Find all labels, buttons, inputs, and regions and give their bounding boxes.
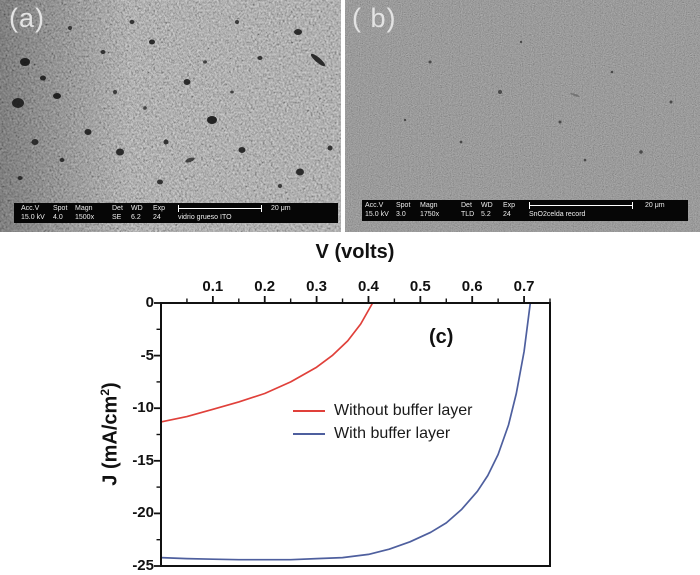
- databar-value: 5.2: [481, 211, 491, 218]
- legend-label: Without buffer layer: [334, 401, 473, 419]
- databar-sample-name: vidrio grueso ITO: [178, 214, 232, 221]
- sem-b-grain: [345, 0, 700, 232]
- chart-legend: Without buffer layer With buffer layer: [293, 399, 472, 445]
- y-axis-title: J (mA/cm2): [98, 334, 124, 534]
- databar-value: 6.2: [131, 214, 141, 221]
- x-tick-label: 0.1: [202, 278, 224, 295]
- x-axis-title: V (volts): [315, 241, 395, 263]
- plot-frame: [160, 302, 551, 567]
- databar-value: 24: [153, 214, 161, 221]
- y-axis-title-close: ): [99, 382, 122, 389]
- panel-label-b: ( b): [352, 3, 397, 33]
- x-tick-label: 0.7: [513, 278, 535, 295]
- panel-label-a: (a): [9, 3, 45, 33]
- databar-header: Exp: [153, 205, 166, 212]
- databar-header: Det: [461, 202, 472, 209]
- scale-bar: [529, 202, 633, 209]
- sem-micrograph-a: [0, 0, 341, 232]
- databar-header: Acc.V: [365, 202, 384, 209]
- databar-header: Spot: [396, 202, 411, 209]
- sem-databar-b: Acc.V Spot Magn Det WD Exp 15.0 kV 3.0 1…: [362, 200, 688, 221]
- databar-value: 24: [503, 211, 511, 218]
- databar-header: Acc.V: [21, 205, 40, 212]
- databar-header: Det: [112, 205, 123, 212]
- panel-label-c: (c): [429, 326, 454, 348]
- databar-value: 3.0: [396, 211, 406, 218]
- scale-bar-label: 20 μm: [271, 205, 291, 212]
- scale-bar-label: 20 μm: [645, 202, 665, 209]
- series-curve-0: [160, 302, 374, 423]
- x-tick-label: 0.4: [358, 278, 379, 295]
- y-tick-label: -15: [132, 451, 154, 469]
- sem-a-shading: [0, 0, 341, 232]
- legend-line-with-buffer-icon: [293, 432, 325, 435]
- y-axis-title-text: J (mA/cm: [99, 395, 122, 486]
- databar-header: Magn: [420, 202, 438, 209]
- x-tick-label: 0.2: [254, 278, 276, 295]
- sem-micrograph-b: [345, 0, 700, 232]
- databar-header: Magn: [75, 205, 93, 212]
- databar-value: 15.0 kV: [21, 214, 45, 221]
- sem-a-dark-particles: [12, 20, 333, 188]
- databar-value: TLD: [461, 211, 475, 218]
- databar-value: 4.0: [53, 214, 63, 221]
- y-tick-label: -20: [132, 504, 154, 522]
- y-tick-label: -5: [140, 346, 154, 364]
- databar-header: Exp: [503, 202, 516, 209]
- databar-value: SE: [112, 214, 122, 221]
- x-tick-label: 0.6: [461, 278, 483, 295]
- legend-line-without-buffer-icon: [293, 409, 325, 412]
- y-tick-label: -25: [132, 557, 154, 574]
- databar-header: WD: [131, 205, 143, 212]
- databar-sample-name: SnO2celda record: [529, 211, 586, 218]
- series-curve-1: [160, 302, 532, 561]
- x-tick-label: 0.3: [306, 278, 328, 295]
- legend-label: With buffer layer: [334, 424, 451, 442]
- sem-b-dark-specks: [403, 40, 673, 162]
- databar-value: 1750x: [420, 211, 440, 218]
- databar-value: 1500x: [75, 214, 95, 221]
- scale-bar: [178, 205, 262, 212]
- y-axis-title-superscript: 2: [98, 388, 112, 396]
- y-tick-label: 0: [145, 294, 154, 311]
- y-tick-label: -10: [132, 399, 154, 417]
- databar-header: WD: [481, 202, 493, 209]
- databar-header: Spot: [53, 205, 68, 212]
- databar-value: 15.0 kV: [365, 211, 389, 218]
- x-tick-label: 0.5: [409, 278, 431, 295]
- sem-databar-a: Acc.V Spot Magn Det WD Exp 15.0 kV 4.0 1…: [14, 203, 338, 223]
- legend-item-with-buffer: With buffer layer: [293, 422, 472, 445]
- legend-item-without-buffer: Without buffer layer: [293, 399, 472, 422]
